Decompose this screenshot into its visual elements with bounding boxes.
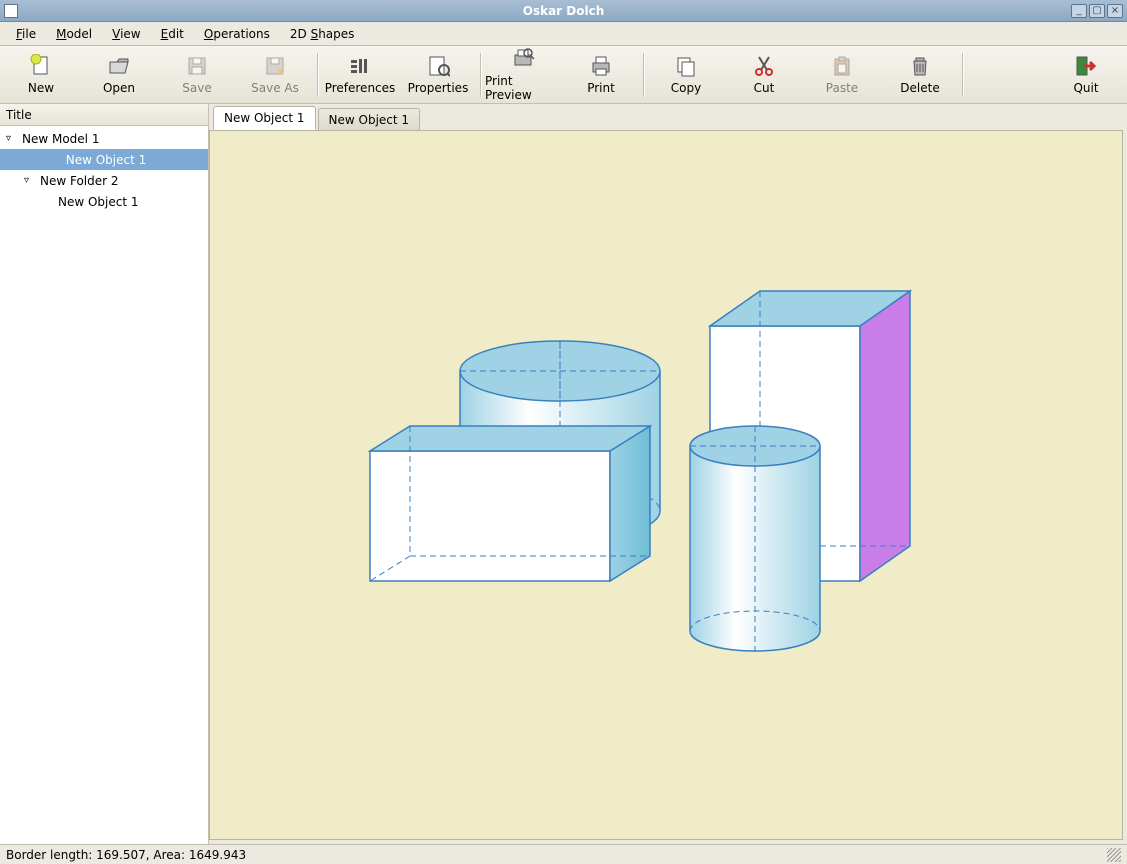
- preferences-label: Preferences: [325, 81, 396, 95]
- work-area: Title ▿ New Model 1 New Object 1 ▿ New Folde…: [0, 104, 1127, 844]
- tree-item-label: New Object 1: [4, 153, 208, 167]
- delete-icon: [908, 54, 932, 78]
- window-titlebar: Oskar Dolch _ ▢ ×: [0, 0, 1127, 22]
- save-as-icon: [263, 54, 287, 78]
- open-button[interactable]: Open: [80, 48, 158, 102]
- paste-button: Paste: [803, 48, 881, 102]
- statusbar-text: Border length: 169.507, Area: 1649.943: [6, 848, 246, 862]
- toolbar-separator: [480, 53, 481, 97]
- menu-operations[interactable]: Operations: [194, 24, 280, 44]
- menu-model[interactable]: Model: [46, 24, 102, 44]
- close-button[interactable]: ×: [1107, 4, 1123, 18]
- editor-tab[interactable]: New Object 1: [318, 108, 421, 131]
- tree-row[interactable]: New Object 1: [0, 149, 208, 170]
- tree-item-label: New Model 1: [22, 132, 99, 146]
- file-new-icon: [29, 54, 53, 78]
- save-button: Save: [158, 48, 236, 102]
- tree-row[interactable]: New Object 1: [0, 191, 208, 212]
- print-preview-button[interactable]: Print Preview: [484, 48, 562, 102]
- window-title: Oskar Dolch: [0, 4, 1127, 18]
- new-button[interactable]: New: [2, 48, 80, 102]
- save-as-label: Save As: [251, 81, 299, 95]
- window-app-icon: [4, 4, 18, 18]
- cut-label: Cut: [754, 81, 775, 95]
- save-icon: [185, 54, 209, 78]
- menu-2d-shapes[interactable]: 2D Shapes: [280, 24, 365, 44]
- toolbar: New Open Save Save As Preferences Properties P…: [0, 46, 1127, 104]
- cut-icon: [752, 54, 776, 78]
- quit-icon: [1074, 54, 1098, 78]
- toolbar-separator: [643, 53, 644, 97]
- quit-label: Quit: [1073, 81, 1098, 95]
- statusbar: Border length: 169.507, Area: 1649.943: [0, 844, 1127, 864]
- new-label: New: [28, 81, 54, 95]
- preferences-icon: [348, 54, 372, 78]
- copy-label: Copy: [671, 81, 701, 95]
- window-controls: _ ▢ ×: [1071, 4, 1123, 18]
- resize-grip-icon[interactable]: [1107, 848, 1121, 862]
- tree-row[interactable]: ▿ New Folder 2: [0, 170, 208, 191]
- properties-label: Properties: [408, 81, 469, 95]
- editor-area: New Object 1New Object 1: [209, 104, 1127, 844]
- editor-tab[interactable]: New Object 1: [213, 106, 316, 130]
- menubar: FileModelViewEditOperations2D Shapes: [0, 22, 1127, 46]
- copy-button[interactable]: Copy: [647, 48, 725, 102]
- print-label: Print: [587, 81, 615, 95]
- paste-icon: [830, 54, 854, 78]
- print-preview-label: Print Preview: [485, 74, 561, 102]
- quit-button[interactable]: Quit: [1047, 48, 1125, 102]
- copy-icon: [674, 54, 698, 78]
- menu-file[interactable]: File: [6, 24, 46, 44]
- shapes-scene: [210, 131, 1122, 840]
- tree-item-label: New Folder 2: [40, 174, 119, 188]
- toolbar-separator: [317, 53, 318, 97]
- delete-label: Delete: [900, 81, 939, 95]
- canvas-viewport[interactable]: [209, 130, 1123, 840]
- expand-arrow-icon[interactable]: ▿: [6, 133, 18, 144]
- paste-label: Paste: [826, 81, 858, 95]
- tab-strip: New Object 1New Object 1: [209, 104, 1127, 130]
- menu-view[interactable]: View: [102, 24, 150, 44]
- tree-row[interactable]: ▿ New Model 1: [0, 128, 208, 149]
- print-button[interactable]: Print: [562, 48, 640, 102]
- cut-button[interactable]: Cut: [725, 48, 803, 102]
- tree-item-label: New Object 1: [58, 195, 139, 209]
- properties-icon: [426, 54, 450, 78]
- preferences-button[interactable]: Preferences: [321, 48, 399, 102]
- sidebar: Title ▿ New Model 1 New Object 1 ▿ New Folde…: [0, 104, 209, 844]
- sidebar-header: Title: [0, 104, 208, 126]
- print-preview-icon: [511, 47, 535, 71]
- print-icon: [589, 54, 613, 78]
- delete-button[interactable]: Delete: [881, 48, 959, 102]
- toolbar-separator: [962, 53, 963, 97]
- menu-edit[interactable]: Edit: [151, 24, 194, 44]
- properties-button[interactable]: Properties: [399, 48, 477, 102]
- maximize-button[interactable]: ▢: [1089, 4, 1105, 18]
- save-as-button: Save As: [236, 48, 314, 102]
- expand-arrow-icon[interactable]: ▿: [24, 175, 36, 186]
- folder-open-icon: [107, 54, 131, 78]
- open-label: Open: [103, 81, 135, 95]
- model-tree[interactable]: ▿ New Model 1 New Object 1 ▿ New Folder 2 New…: [0, 126, 208, 844]
- minimize-button[interactable]: _: [1071, 4, 1087, 18]
- save-label: Save: [182, 81, 211, 95]
